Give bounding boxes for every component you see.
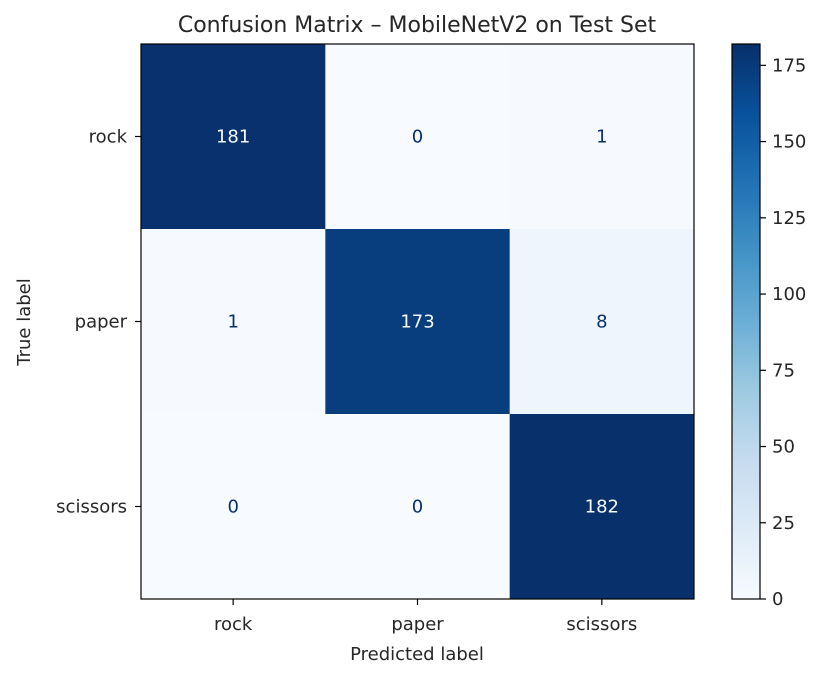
matrix-cells xyxy=(141,44,695,600)
cell-rock-scissors xyxy=(509,44,695,230)
y-tick-label-paper: paper xyxy=(75,312,128,333)
x-tick-label-rock: rock xyxy=(214,614,253,635)
x-axis-ticks: rock paper scissors xyxy=(214,599,637,635)
colorbar-tick-label-50: 50 xyxy=(772,437,795,458)
colorbar-tick-label-100: 100 xyxy=(772,284,806,305)
chart-title: Confusion Matrix – MobileNetV2 on Test S… xyxy=(178,13,657,38)
cell-value-rock-scissors: 1 xyxy=(596,127,607,148)
cell-value-paper-scissors: 8 xyxy=(596,312,607,333)
colorbar-tick-label-175: 175 xyxy=(772,55,806,76)
cell-rock-rock xyxy=(141,44,326,230)
y-tick-label-scissors: scissors xyxy=(56,497,127,518)
colorbar-tick-label-25: 25 xyxy=(772,513,795,534)
y-axis-ticks: rock paper scissors xyxy=(56,127,141,518)
matrix-cell-labels: 181 0 1 1 173 8 0 0 182 xyxy=(216,127,619,518)
cell-paper-rock xyxy=(141,229,326,415)
x-axis-label: Predicted label xyxy=(350,644,484,665)
cell-value-scissors-paper: 0 xyxy=(412,497,423,518)
colorbar-tick-label-75: 75 xyxy=(772,360,795,381)
x-tick-label-scissors: scissors xyxy=(566,614,637,635)
cell-value-paper-rock: 1 xyxy=(227,312,238,333)
colorbar-tick-label-0: 0 xyxy=(772,589,783,610)
colorbar-tick-label-150: 150 xyxy=(772,132,806,153)
cell-value-scissors-scissors: 182 xyxy=(585,497,619,518)
cell-value-paper-paper: 173 xyxy=(400,312,434,333)
x-tick-label-paper: paper xyxy=(391,614,444,635)
colorbar-ticks: 0 25 50 75 100 125 150 175 xyxy=(760,55,806,610)
colorbar xyxy=(732,44,760,599)
cell-scissors-paper xyxy=(325,414,511,600)
cell-paper-paper xyxy=(325,229,511,415)
cell-scissors-rock xyxy=(141,414,326,600)
y-axis-label: True label xyxy=(14,278,35,367)
y-tick-label-rock: rock xyxy=(89,127,128,148)
cell-scissors-scissors xyxy=(509,414,695,600)
colorbar-tick-label-125: 125 xyxy=(772,208,806,229)
colorbar-frame xyxy=(731,43,761,600)
cell-rock-paper xyxy=(325,44,511,230)
cell-value-rock-paper: 0 xyxy=(412,127,423,148)
cell-value-rock-rock: 181 xyxy=(216,127,250,148)
cell-paper-scissors xyxy=(509,229,695,415)
cell-value-scissors-rock: 0 xyxy=(227,497,238,518)
